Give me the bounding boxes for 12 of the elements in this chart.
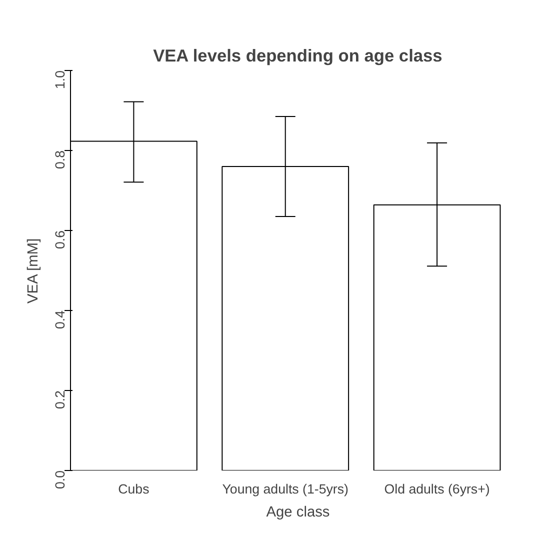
y-tick-label: 0.6 [52,230,68,250]
y-tick-label: 0.0 [52,470,68,490]
y-axis-title: VEA [mM] [26,238,42,304]
x-tick-label: Cubs [118,482,150,496]
y-tick-label: 0.2 [52,390,68,410]
y-tick-label: 1.0 [52,70,68,90]
x-tick-label: Old adults (6yrs+) [384,482,490,496]
chart-title: VEA levels depending on age class [153,46,442,66]
y-tick-label: 0.4 [52,310,68,330]
x-axis-title: Age class [266,504,330,520]
x-tick-label: Young adults (1-5yrs) [222,482,348,496]
y-tick-label: 0.8 [52,150,68,170]
